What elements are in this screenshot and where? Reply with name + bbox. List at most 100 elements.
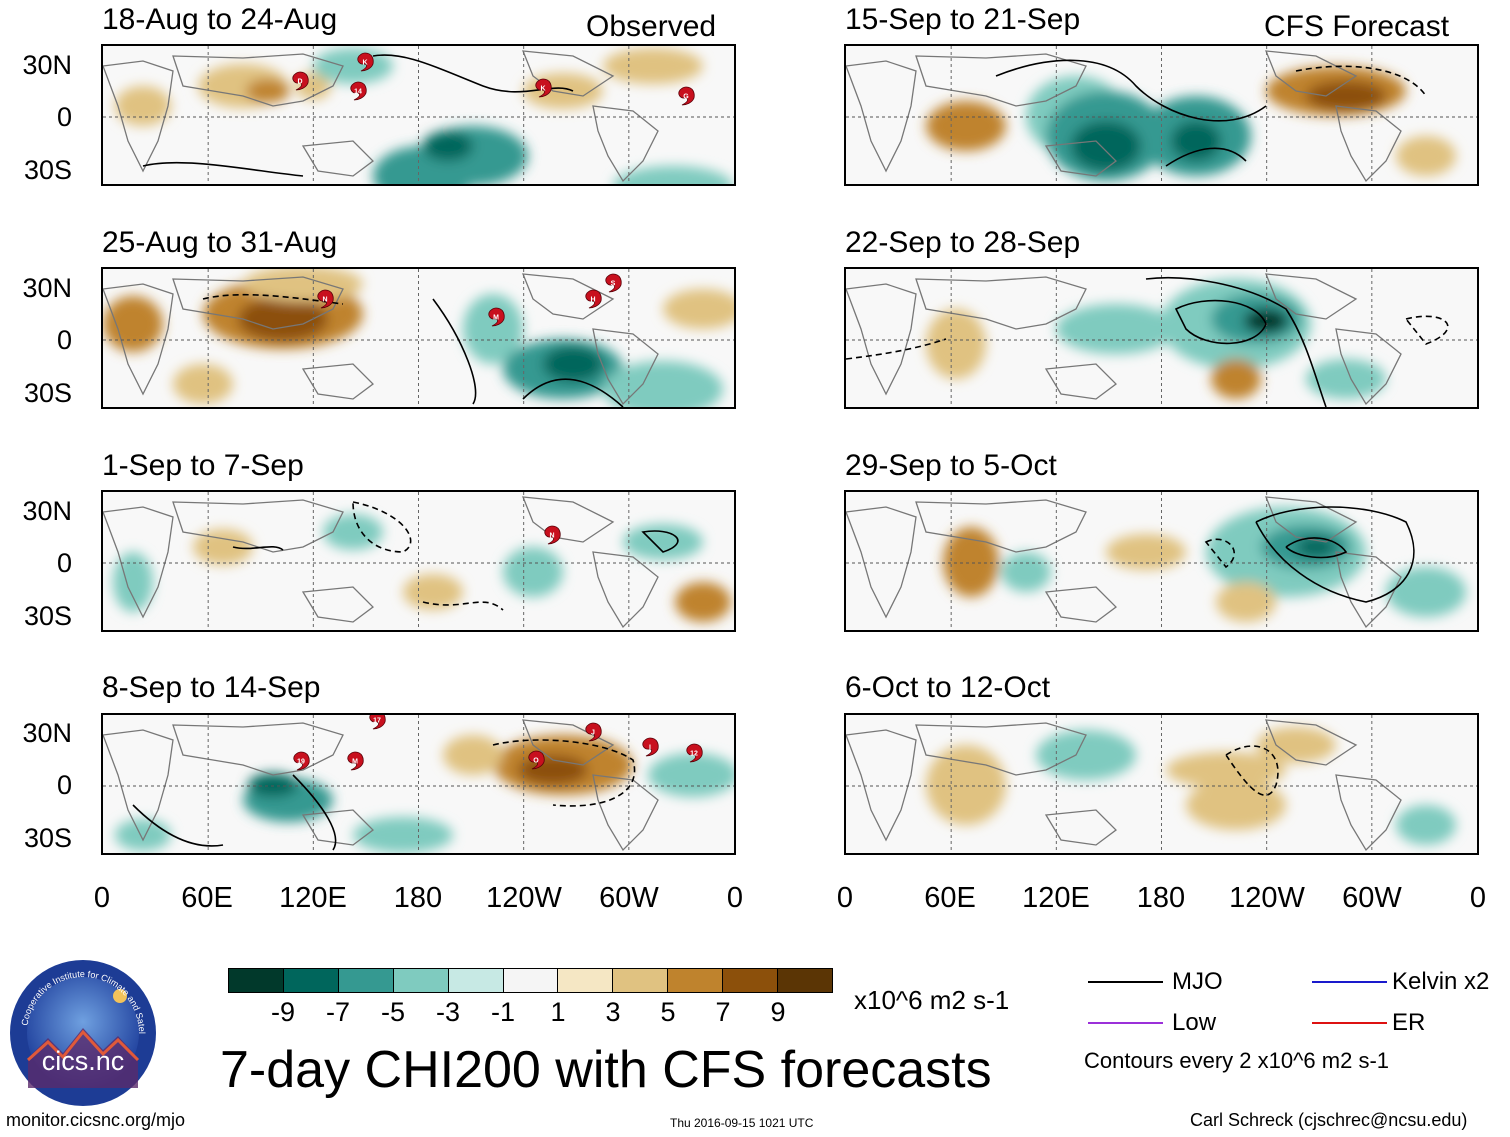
anomaly-blob bbox=[943, 527, 999, 597]
coastline bbox=[1044, 586, 1117, 623]
coastline bbox=[915, 499, 1087, 553]
mjo-contour bbox=[292, 774, 337, 851]
mjo-contour bbox=[1225, 745, 1279, 796]
coastline bbox=[1335, 774, 1402, 852]
lon-label-0-end: 0 bbox=[1469, 882, 1487, 914]
tropical-cyclone-icon: 17 bbox=[369, 715, 386, 730]
tropical-cyclone-icon: I bbox=[642, 737, 659, 757]
footer-url[interactable]: monitor.cicsnc.org/mjo bbox=[6, 1110, 186, 1130]
coastline bbox=[846, 283, 917, 396]
panel-title-obs-1: 18-Aug to 24-Aug bbox=[102, 3, 338, 36]
map-panel-obs-2: N M H S bbox=[101, 267, 736, 409]
colorbar-label: -5 bbox=[380, 997, 406, 1027]
panel-title-fc-2: 22-Sep to 28-Sep bbox=[845, 226, 1081, 259]
colorbar-swatch bbox=[722, 969, 778, 992]
coastline bbox=[592, 105, 659, 183]
anomaly-blob bbox=[503, 547, 563, 597]
lon-label-60e: 60E bbox=[181, 882, 233, 914]
lon-label-120w: 120W bbox=[1229, 882, 1305, 914]
colorbar-swatch bbox=[282, 969, 338, 992]
tropical-cyclone-icon: K bbox=[535, 78, 552, 98]
coastline bbox=[592, 774, 659, 852]
anomaly-map: 17 19 M O J I 12 bbox=[103, 715, 734, 853]
coastline bbox=[1335, 551, 1402, 629]
coastline bbox=[1335, 328, 1402, 406]
anomaly-blob bbox=[675, 582, 731, 622]
lon-label-120w: 120W bbox=[486, 882, 562, 914]
storm-label: N bbox=[322, 297, 327, 304]
coastline bbox=[521, 50, 615, 97]
coastline bbox=[915, 722, 1087, 776]
tropical-cyclone-icon: G bbox=[678, 86, 695, 106]
coastline bbox=[172, 722, 344, 776]
coastline bbox=[846, 729, 917, 842]
mjo-contour bbox=[1295, 65, 1427, 97]
anomaly-map bbox=[846, 46, 1477, 184]
legend-mjo-line bbox=[1088, 981, 1163, 983]
coastline bbox=[301, 809, 374, 846]
anomaly-blob bbox=[1166, 752, 1286, 788]
cfs-forecast-label: CFS Forecast bbox=[1264, 10, 1450, 43]
storm-label: K bbox=[362, 60, 367, 67]
mjo-contour bbox=[995, 59, 1267, 122]
lat-30n: 30N bbox=[22, 273, 72, 303]
anomaly-blob bbox=[1244, 309, 1288, 333]
anomaly-blob bbox=[1386, 567, 1466, 617]
mjo-contour bbox=[492, 739, 636, 807]
main-title: 7-day CHI200 with CFS forecasts bbox=[220, 1041, 992, 1099]
anomaly-blob bbox=[603, 361, 723, 407]
coastline bbox=[846, 506, 917, 619]
lon-label-120e: 120E bbox=[1022, 882, 1090, 914]
anomaly-blob bbox=[1056, 304, 1176, 354]
cics-logo: Cooperative Institute for Climate and Sa… bbox=[5, 950, 158, 1108]
coastline bbox=[1264, 50, 1358, 97]
mjo-contour bbox=[432, 298, 477, 405]
anomaly-blob bbox=[353, 817, 453, 853]
coastline bbox=[172, 499, 344, 553]
anomaly-blob bbox=[463, 294, 523, 364]
colorbar-label: -1 bbox=[490, 997, 516, 1027]
mjo-contour bbox=[142, 161, 304, 177]
coastline bbox=[301, 140, 374, 177]
anomaly-blob bbox=[243, 269, 363, 302]
tropical-cyclone-icon: K bbox=[357, 52, 374, 72]
storm-label: N bbox=[549, 533, 554, 540]
anomaly-map: N M H S bbox=[103, 269, 734, 407]
lat-0: 0 bbox=[56, 548, 72, 578]
anomaly-blob bbox=[543, 346, 603, 382]
colorbar-swatch bbox=[229, 969, 283, 992]
map-panel-fc-4 bbox=[844, 713, 1479, 855]
legend-low-line bbox=[1088, 1022, 1163, 1024]
colorbar-label: 9 bbox=[770, 997, 786, 1027]
anomaly-blob bbox=[103, 296, 163, 352]
legend-kelvin-label: Kelvin x2 bbox=[1392, 968, 1490, 995]
coastline bbox=[1044, 809, 1117, 846]
legend-kelvin-line bbox=[1312, 981, 1387, 983]
panel-title-fc-1: 15-Sep to 21-Sep bbox=[845, 3, 1081, 36]
storm-label: K bbox=[540, 86, 545, 93]
colorbar-swatch bbox=[337, 969, 393, 992]
tropical-cyclone-icon: N bbox=[544, 525, 561, 545]
map-panel-obs-1: D K 14 K G bbox=[101, 44, 736, 186]
anomaly-blob bbox=[313, 48, 393, 84]
coastline bbox=[1044, 363, 1117, 400]
anomaly-blob bbox=[1396, 136, 1456, 176]
mjo-contour bbox=[1204, 538, 1235, 569]
coastline bbox=[1335, 105, 1402, 183]
legend-er-line bbox=[1312, 1022, 1387, 1024]
anomaly-blob bbox=[1396, 805, 1456, 845]
colorbar-unit: x10^6 m2 s-1 bbox=[854, 985, 1010, 1015]
storm-label: D bbox=[297, 79, 302, 86]
colorbar-label: 3 bbox=[605, 997, 621, 1027]
anomaly-blob bbox=[1256, 727, 1336, 763]
lon-label-180: 180 bbox=[1136, 882, 1186, 914]
anomaly-blob bbox=[193, 529, 253, 565]
colorbar-label: -3 bbox=[435, 997, 461, 1027]
anomaly-map: D K 14 K G bbox=[103, 46, 734, 184]
lat-30s: 30S bbox=[23, 155, 72, 185]
anomaly-blob bbox=[1211, 359, 1261, 399]
anomaly-blob bbox=[623, 524, 703, 560]
anomaly-blob bbox=[1171, 121, 1221, 161]
anomaly-blob bbox=[443, 735, 503, 775]
lon-label-0: 0 bbox=[93, 882, 111, 914]
